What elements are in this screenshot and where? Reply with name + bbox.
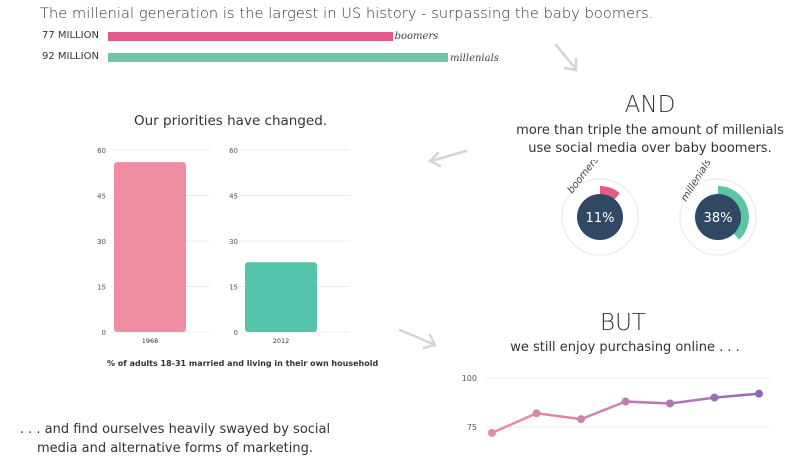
millenials-donut: 38%	[679, 178, 757, 256]
priorities-y-tick: 30	[229, 238, 238, 246]
and-line-2: use social media over baby boomers.	[528, 141, 772, 156]
line-point	[532, 409, 541, 418]
bottom-text-line-1: . . . and find ourselves heavily swayed …	[19, 422, 331, 437]
line-segment	[580, 400, 626, 421]
arrow-down-right-icon	[554, 43, 578, 72]
millenials-donut-center	[695, 194, 741, 240]
but-subtext: we still enjoy purchasing online . . .	[510, 340, 740, 355]
social-media-donuts: 11% 38% boomers millenials	[561, 160, 757, 256]
boomers-population-bar	[108, 32, 393, 41]
headline: The millenial generation is the largest …	[40, 6, 654, 22]
line-segment	[714, 392, 760, 399]
priorities-y-tick: 60	[97, 147, 106, 155]
arrow-left-icon	[427, 149, 468, 168]
line-point	[488, 428, 496, 437]
arrow-down-right-icon-2	[398, 328, 437, 350]
boomers-donut-center	[577, 194, 623, 240]
boomers-donut-arc	[599, 186, 620, 203]
line-segment	[536, 412, 582, 421]
priorities-y-tick: 60	[229, 147, 238, 155]
boomers-population-label: 77 MILLION	[42, 30, 99, 41]
priorities-y-tick: 30	[97, 238, 106, 246]
line-point	[755, 389, 763, 398]
line-segment	[491, 412, 538, 435]
line-segment	[625, 400, 671, 405]
but-heading: BUT	[600, 310, 646, 336]
priorities-y-tick: 15	[229, 284, 238, 292]
line-segment	[669, 396, 715, 405]
priorities-x-tick: 1968	[142, 337, 159, 345]
boomers-population-name: boomers	[394, 31, 439, 42]
priorities-y-tick: 45	[229, 193, 238, 201]
priorities-y-tick: 0	[102, 329, 106, 337]
and-heading: AND	[624, 92, 676, 118]
millenials-population-name: millenials	[450, 53, 499, 64]
boomers-donut-name: boomers	[566, 160, 602, 196]
priorities-y-tick: 0	[234, 329, 238, 337]
boomers-donut-value: 11%	[586, 211, 615, 226]
priorities-chart: 0 15 30 45 60 1968 0 15 30 45 60 2012	[97, 147, 350, 345]
millenials-population-bar	[108, 53, 448, 62]
line-point	[666, 399, 674, 408]
priorities-y-tick: 45	[97, 193, 106, 201]
line-point	[710, 393, 719, 402]
online-purchasing-line-chart: 75 100	[462, 374, 770, 437]
boomers-donut-outline	[561, 178, 639, 256]
priorities-bar-2012	[245, 262, 317, 332]
millenials-donut-outline	[679, 178, 757, 256]
bottom-text-line-2: media and alternative forms of marketing…	[37, 441, 313, 456]
line-point	[621, 397, 630, 406]
millenials-donut-value: 38%	[704, 211, 733, 226]
priorities-title: Our priorities have changed.	[134, 113, 328, 129]
line-y-tick: 100	[462, 374, 477, 383]
line-point	[577, 415, 585, 424]
priorities-x-tick: 2012	[273, 337, 290, 345]
millenials-population-label: 92 MILLION	[42, 51, 99, 62]
and-line-1: more than triple the amount of millenial…	[516, 123, 784, 138]
priorities-y-tick: 15	[97, 284, 106, 292]
priorities-bar-1968	[114, 162, 186, 332]
millenials-donut-arc	[717, 186, 749, 240]
priorities-caption: % of adults 18-31 married and living in …	[107, 359, 379, 368]
line-y-tick: 75	[467, 423, 477, 432]
boomers-donut: 11%	[561, 178, 639, 256]
